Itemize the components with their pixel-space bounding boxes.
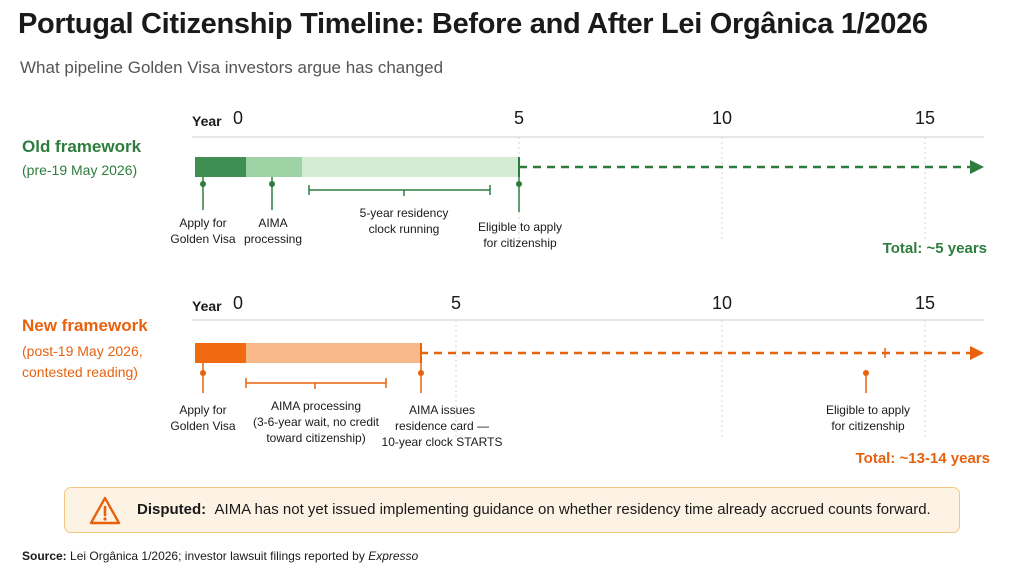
old-annot-clock-1: 5-year residency	[360, 206, 449, 220]
old-annot-eligible-2: for citizenship	[483, 236, 557, 250]
new-framework-sublabel-1: (post-19 May 2026,	[22, 343, 143, 359]
new-annot-card-3: 10-year clock STARTS	[382, 435, 503, 449]
old-clock-bracket	[308, 185, 491, 196]
old-tick-5: 5	[514, 108, 524, 128]
old-annot-apply-1: Apply for	[179, 216, 226, 230]
warning-icon	[89, 496, 121, 525]
page-title: Portugal Citizenship Timeline: Before an…	[18, 8, 928, 40]
old-axis-year-label: Year	[192, 113, 222, 129]
new-framework-label: New framework	[22, 316, 148, 335]
new-tick-10: 10	[712, 293, 732, 313]
old-bar-apply	[195, 157, 246, 177]
old-annot-eligible-1: Eligible to apply	[478, 220, 562, 234]
page-subtitle: What pipeline Golden Visa investors argu…	[20, 58, 444, 77]
new-annot-aima-1: AIMA processing	[271, 399, 361, 413]
disputed-callout: Disputed: AIMA has not yet issued implem…	[64, 487, 960, 533]
old-annot-clock-2: clock running	[369, 222, 440, 236]
old-framework-sublabel: (pre-19 May 2026)	[22, 162, 138, 178]
callout-label: Disputed:	[137, 501, 207, 518]
source-publication: Expresso	[368, 549, 419, 563]
new-aima-bracket	[245, 378, 387, 389]
new-tick-5: 5	[451, 293, 461, 313]
new-total: Total: ~13-14 years	[856, 450, 990, 467]
new-tick-0: 0	[233, 293, 243, 313]
old-annot-aima-2: processing	[244, 232, 302, 246]
new-annot-apply-2: Golden Visa	[170, 419, 235, 433]
callout-text: Disputed: AIMA has not yet issued implem…	[137, 501, 931, 518]
new-pin-apply-dot	[200, 370, 206, 376]
new-timeline: Year 0 5 10 15 Apply for Golden Visa AIM…	[170, 293, 990, 467]
callout-body: AIMA has not yet issued implementing gui…	[214, 501, 931, 518]
old-tick-15: 15	[915, 108, 935, 128]
new-bar-apply	[195, 343, 246, 363]
new-arrow-head	[970, 346, 984, 360]
source-note: Source: Lei Orgânica 1/2026; investor la…	[22, 549, 418, 563]
source-text: Lei Orgânica 1/2026; investor lawsuit fi…	[70, 549, 365, 563]
new-annot-card-2: residence card —	[395, 419, 489, 433]
old-timeline: Year 0 5 10 15 Apply for Golden Visa AIM…	[170, 108, 987, 257]
source-label: Source:	[22, 549, 67, 563]
new-framework-sublabel-2: contested reading)	[22, 364, 138, 380]
new-annot-card-1: AIMA issues	[409, 403, 475, 417]
old-total: Total: ~5 years	[883, 240, 987, 257]
new-annot-eligible-1: Eligible to apply	[826, 403, 910, 417]
old-pin-apply-dot	[200, 181, 206, 187]
old-bar-aima	[246, 157, 302, 177]
old-pin-aima-dot	[269, 181, 275, 187]
old-annot-aima-1: AIMA	[258, 216, 287, 230]
old-annot-apply-2: Golden Visa	[170, 232, 235, 246]
new-tick-15: 15	[915, 293, 935, 313]
new-pin-card-dot	[418, 370, 424, 376]
old-tick-10: 10	[712, 108, 732, 128]
new-pin-eligible-dot	[863, 370, 869, 376]
old-arrow-head	[970, 160, 984, 174]
old-pin-eligible-dot	[516, 181, 522, 187]
old-framework-label: Old framework	[22, 137, 142, 156]
new-annot-eligible-2: for citizenship	[831, 419, 905, 433]
new-bar-aima	[246, 343, 420, 363]
new-axis-year-label: Year	[192, 298, 222, 314]
old-tick-0: 0	[233, 108, 243, 128]
old-bar-clock	[302, 157, 519, 177]
new-annot-apply-1: Apply for	[179, 403, 226, 417]
new-annot-aima-3: toward citizenship)	[266, 431, 365, 445]
new-annot-aima-2: (3-6-year wait, no credit	[253, 415, 380, 429]
